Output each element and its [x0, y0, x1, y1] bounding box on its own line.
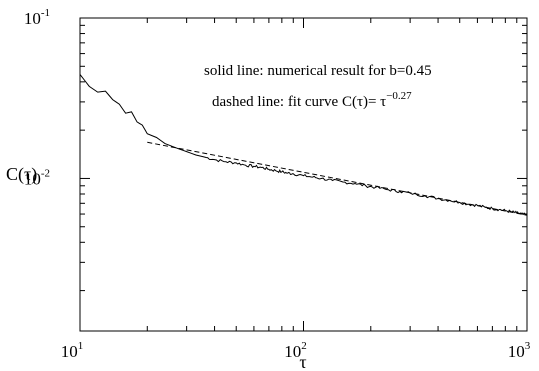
y-tick-label-exponent: -1: [41, 7, 50, 19]
x-tick-label: 101: [61, 340, 84, 361]
series-group: [79, 74, 528, 216]
axis-ticks: [79, 17, 528, 331]
y-tick-label-base: 10: [24, 9, 41, 28]
annotation-solid-line: solid line: numerical result for b=0.45: [204, 63, 432, 79]
x-tick-label: 103: [508, 340, 531, 361]
series-line-fit: [147, 141, 528, 216]
annotation-dashed-line-exponent: −0.27: [386, 90, 412, 102]
y-axis-label: C(τ): [6, 164, 37, 185]
x-tick-label-exponent: 3: [525, 340, 531, 352]
x-tick-label-base: 10: [61, 342, 78, 361]
annotation-dashed-line-text: dashed line: fit curve C(τ)= τ: [212, 94, 386, 110]
x-tick-label-base: 10: [508, 342, 525, 361]
x-tick-label-exponent: 1: [78, 340, 84, 352]
x-axis-label: τ: [299, 352, 306, 371]
x-tick-label: 102: [284, 340, 307, 361]
y-tick-label-base: 10: [24, 169, 41, 188]
y-tick-label: 10-2: [24, 167, 50, 188]
y-tick-label: 10-1: [24, 7, 50, 28]
y-tick-label-exponent: -2: [41, 167, 50, 179]
annotation-dashed-line: dashed line: fit curve C(τ)= τ−0.27: [212, 90, 412, 110]
x-tick-label-base: 10: [284, 342, 301, 361]
x-tick-label-exponent: 2: [301, 340, 307, 352]
